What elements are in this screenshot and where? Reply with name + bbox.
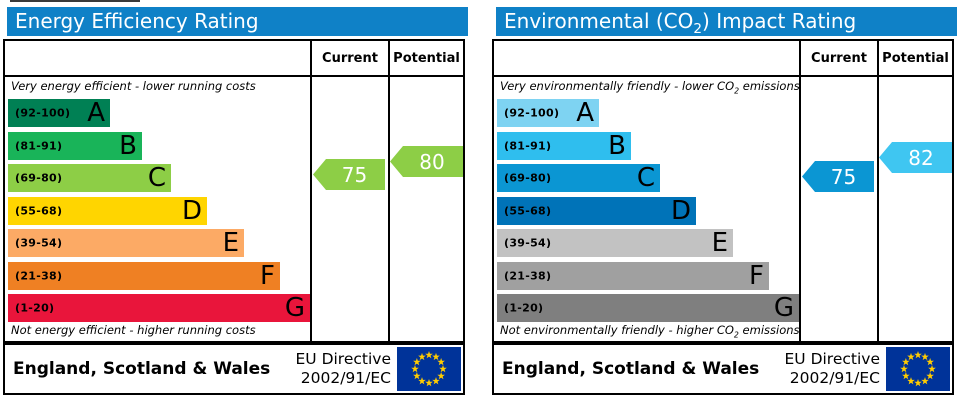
eu-flag-icon: [886, 347, 950, 391]
subscript-2: 2: [734, 86, 740, 96]
column-divider: [877, 41, 879, 341]
band-grade-letter: C: [636, 163, 655, 193]
current-rating-arrow: 75: [802, 161, 874, 192]
bottom-note: Not environmentally friendly - higher CO…: [500, 323, 800, 340]
band-range-label: (39-54): [504, 236, 552, 250]
band-range-label: (92-100): [504, 106, 560, 120]
subscript-2: 2: [693, 21, 703, 37]
band-grade-letter: E: [711, 228, 728, 258]
current-rating-value: 75: [830, 164, 857, 189]
region-label: England, Scotland & Wales: [13, 359, 271, 379]
column-divider: [310, 41, 312, 341]
rating-band-f: (21-38) F: [497, 260, 769, 291]
eu-flag-icon: [397, 347, 461, 391]
band-range-label: (69-80): [504, 171, 552, 185]
rating-band-g: (1-20) G: [497, 294, 799, 322]
band-grade-letter: D: [181, 195, 202, 226]
band-range-label: (1-20): [504, 301, 544, 315]
band-grade-letter: F: [260, 260, 275, 291]
rating-table: Current Potential Very environmentally f…: [492, 39, 954, 343]
band-range-label: (81-91): [15, 139, 63, 152]
potential-rating-arrow: 80: [390, 146, 463, 177]
rating-band-g: (1-20) G: [8, 294, 310, 322]
eu-directive-line2: 2002/91/EC: [300, 369, 391, 387]
top-note: Very energy efficient - lower running co…: [11, 79, 256, 93]
rating-band-c: (69-80) C: [497, 164, 660, 192]
band-grade-letter: G: [284, 293, 305, 323]
header-separator: [494, 75, 952, 77]
potential-rating-arrow: 82: [879, 142, 952, 173]
rating-band-d: (55-68) D: [497, 195, 696, 226]
current-column-header: Current: [811, 50, 867, 66]
rating-band-a: (92-100) A: [497, 99, 599, 127]
band-grade-letter: E: [222, 228, 239, 258]
rating-table: Current Potential Very energy efficient …: [3, 39, 465, 343]
panel-title-bar: Environmental (CO2) Impact Rating: [496, 7, 957, 36]
rating-band-b: (81-91) B: [8, 130, 142, 161]
current-rating-value: 75: [341, 162, 368, 187]
panel-title: Environmental (CO2) Impact Rating: [504, 9, 857, 37]
eu-directive-label: EU Directive 2002/91/EC: [785, 350, 881, 388]
band-grade-letter: C: [147, 163, 166, 193]
column-divider: [799, 41, 801, 341]
band-range-label: (39-54): [15, 236, 63, 250]
header-separator: [5, 75, 463, 77]
eu-directive-line1: EU Directive: [784, 350, 881, 368]
band-grade-letter: A: [87, 98, 105, 128]
rating-band-e: (39-54) E: [497, 229, 733, 257]
band-grade-letter: G: [773, 293, 794, 323]
screenshot-crop-artifact: [10, 0, 140, 2]
region-label: England, Scotland & Wales: [502, 359, 760, 379]
rating-band-b: (81-91) B: [497, 130, 631, 161]
eu-directive-line2: 2002/91/EC: [789, 369, 880, 387]
band-grade-letter: B: [119, 130, 137, 161]
bottom-note: Not energy efficient - higher running co…: [11, 323, 256, 337]
band-range-label: (21-38): [504, 269, 552, 282]
rating-band-a: (92-100) A: [8, 99, 110, 127]
rating-band-e: (39-54) E: [8, 229, 244, 257]
band-range-label: (1-20): [15, 301, 55, 315]
panel-footer: England, Scotland & Wales EU Directive 2…: [492, 343, 954, 395]
band-range-label: (81-91): [504, 139, 552, 152]
eu-directive-label: EU Directive 2002/91/EC: [296, 350, 392, 388]
subscript-2: 2: [733, 330, 739, 340]
band-range-label: (55-68): [504, 204, 552, 217]
band-range-label: (21-38): [15, 269, 63, 282]
band-range-label: (92-100): [15, 106, 71, 120]
potential-rating-value: 80: [419, 149, 445, 174]
top-note: Very environmentally friendly - lower CO…: [500, 79, 800, 96]
energy-efficiency-panel: Energy Efficiency Rating Current Potenti…: [2, 0, 468, 404]
environmental-impact-panel: Environmental (CO2) Impact Rating Curren…: [491, 0, 957, 404]
potential-rating-value: 82: [908, 145, 934, 170]
eu-directive-line1: EU Directive: [295, 350, 392, 368]
rating-band-f: (21-38) F: [8, 260, 280, 291]
band-grade-letter: B: [608, 130, 626, 161]
current-column-header: Current: [322, 50, 378, 66]
rating-band-d: (55-68) D: [8, 195, 207, 226]
band-range-label: (55-68): [15, 204, 63, 217]
column-divider: [388, 41, 390, 341]
potential-column-header: Potential: [882, 50, 949, 66]
current-rating-arrow: 75: [313, 159, 385, 190]
panel-footer: England, Scotland & Wales EU Directive 2…: [3, 343, 465, 395]
band-grade-letter: A: [576, 98, 594, 128]
potential-column-header: Potential: [393, 50, 460, 66]
rating-band-c: (69-80) C: [8, 164, 171, 192]
panel-title: Energy Efficiency Rating: [15, 9, 259, 33]
panel-title-bar: Energy Efficiency Rating: [7, 7, 468, 36]
band-range-label: (69-80): [15, 171, 63, 185]
band-grade-letter: F: [749, 260, 764, 291]
band-grade-letter: D: [670, 195, 691, 226]
